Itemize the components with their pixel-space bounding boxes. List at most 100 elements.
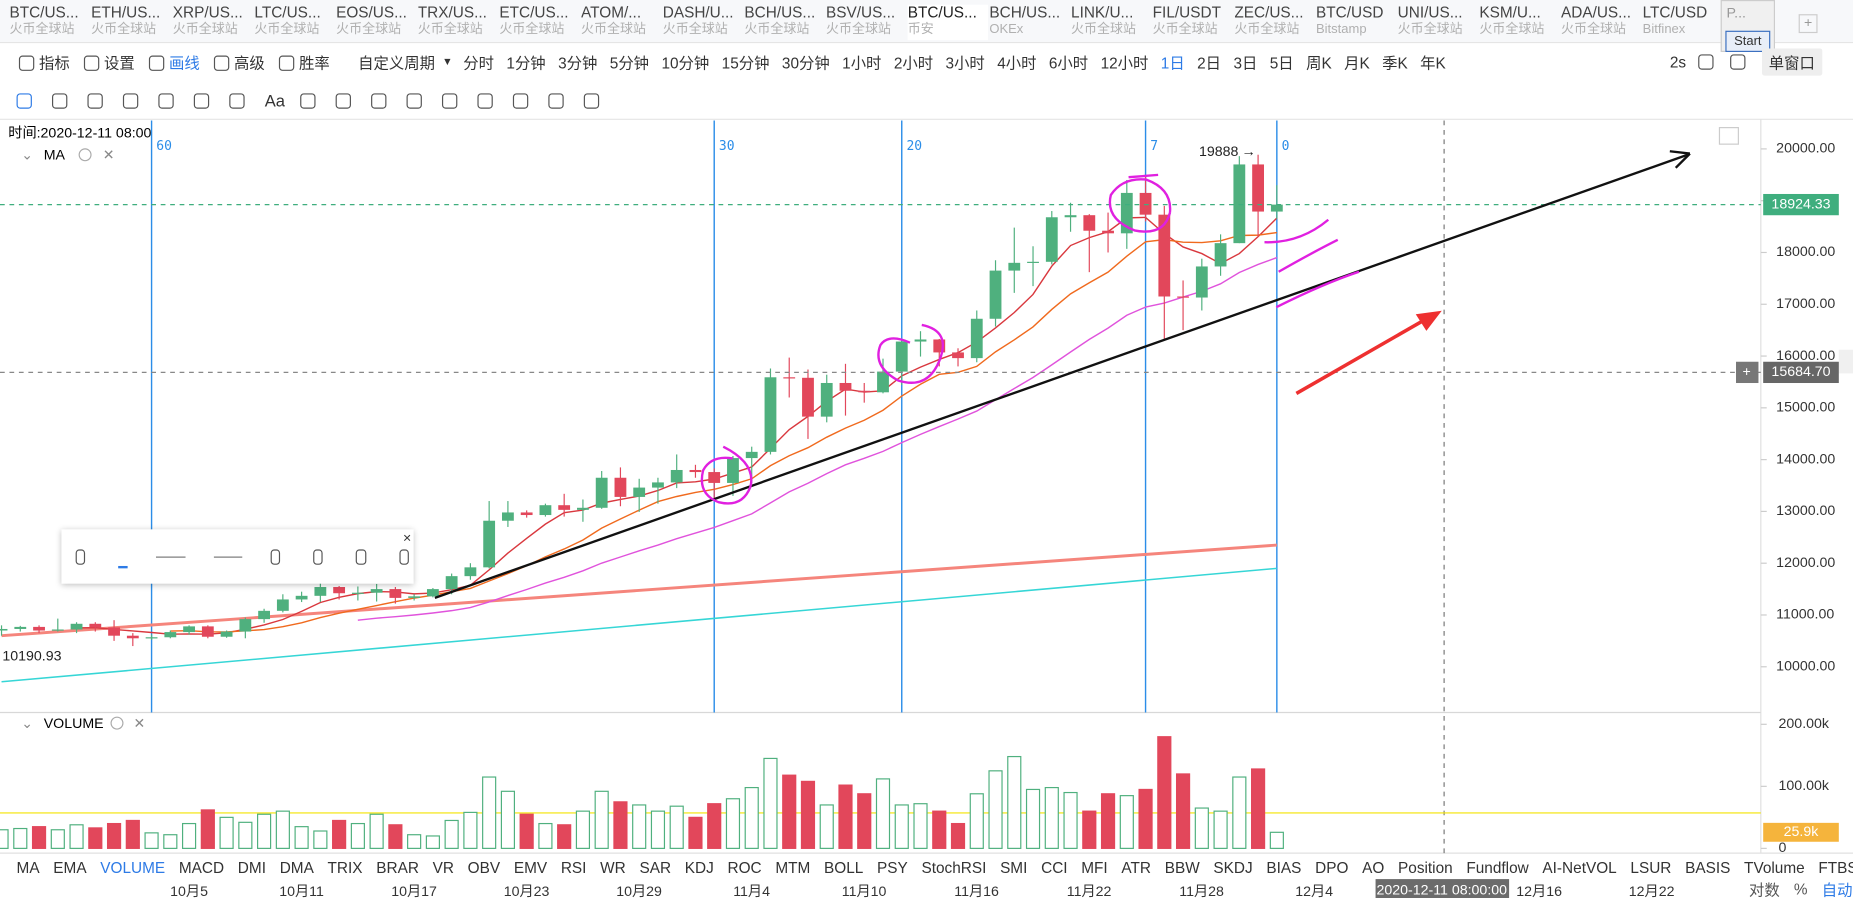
indicator-tab[interactable]: BIAS: [1266, 858, 1302, 877]
scroll-handle[interactable]: [1838, 349, 1853, 374]
toolbar-item[interactable]: 高级: [213, 50, 265, 72]
tab[interactable]: LINK/U... 火币全球站: [1071, 5, 1151, 40]
tool-icon[interactable]: [51, 92, 68, 109]
indicator-tab[interactable]: BBW: [1164, 858, 1200, 877]
period[interactable]: 4小时: [997, 53, 1037, 72]
tool-icon[interactable]: [335, 92, 352, 109]
tool-icon[interactable]: [513, 92, 529, 109]
indicator-tab[interactable]: Position: [1398, 858, 1453, 877]
tab[interactable]: BCH/US... OKEx: [989, 5, 1069, 40]
tab[interactable]: DASH/U... 火币全球站: [663, 5, 743, 40]
period[interactable]: 10分钟: [661, 53, 710, 72]
indicator-tab[interactable]: CCI: [1041, 858, 1068, 877]
settings-icon[interactable]: [78, 148, 92, 162]
collapse-icon[interactable]: ⌄: [21, 148, 33, 164]
toolbar-item[interactable]: 画线: [148, 50, 200, 72]
tool-icon[interactable]: [193, 92, 210, 109]
period[interactable]: 月K: [1344, 53, 1370, 72]
indicator-tab[interactable]: ATR: [1121, 858, 1152, 877]
tool-icon[interactable]: [16, 92, 32, 109]
period[interactable]: 3日: [1233, 53, 1258, 72]
period[interactable]: 5分钟: [609, 53, 650, 72]
tab[interactable]: FIL/USDT 火币全球站: [1153, 5, 1233, 40]
expand-icon[interactable]: [1697, 53, 1714, 70]
tab[interactable]: LTC/USD Bitfinex: [1643, 5, 1723, 40]
tab[interactable]: ADA/US... 火币全球站: [1561, 5, 1641, 40]
tool-icon[interactable]: [122, 92, 139, 109]
tab[interactable]: BTC/US... 火币全球站: [9, 5, 89, 40]
period[interactable]: 分时: [463, 53, 494, 72]
close-icon[interactable]: ✕: [134, 716, 146, 732]
collapse-icon[interactable]: ⌄: [21, 716, 33, 732]
indicator-tab[interactable]: EMV: [513, 858, 548, 877]
indicator-tab[interactable]: RSI: [560, 858, 587, 877]
tab[interactable]: ETC/US... 火币全球站: [499, 5, 579, 40]
indicator-tab[interactable]: MTM: [775, 858, 811, 877]
tab[interactable]: BSV/US... 火币全球站: [826, 5, 906, 40]
period[interactable]: 3小时: [945, 53, 985, 72]
toolbar-item[interactable]: 设置: [83, 50, 135, 72]
tool-icon[interactable]: [229, 92, 245, 109]
indicator-tab[interactable]: SKDJ: [1213, 858, 1253, 877]
period[interactable]: 5日: [1269, 53, 1294, 72]
period[interactable]: 30分钟: [781, 53, 830, 72]
tab[interactable]: BTC/US... 币安: [907, 4, 989, 41]
tab[interactable]: EOS/US... 火币全球站: [336, 5, 416, 40]
period[interactable]: 15分钟: [721, 53, 770, 72]
tab[interactable]: UNI/US... 火币全球站: [1398, 5, 1478, 40]
axis-option[interactable]: %: [1793, 879, 1808, 898]
indicator-tab[interactable]: AI-NetVOL: [1542, 858, 1617, 877]
tab[interactable]: BCH/US... 火币全球站: [744, 5, 824, 40]
indicator-tab[interactable]: TVolume: [1744, 858, 1805, 877]
tab[interactable]: ATOM/... 火币全球站: [581, 5, 661, 40]
tab[interactable]: LTC/US... 火币全球站: [254, 5, 334, 40]
settings-icon[interactable]: [110, 716, 124, 730]
tool-icon[interactable]: [477, 92, 493, 109]
window-mode[interactable]: 单窗口: [1761, 47, 1822, 76]
indicator-tab[interactable]: AO: [1362, 858, 1385, 877]
indicator-tab[interactable]: DMI: [237, 858, 266, 877]
tool-icon[interactable]: [87, 92, 103, 109]
indicator-tab[interactable]: TRIX: [327, 858, 363, 877]
axis-option[interactable]: 自动: [1821, 880, 1853, 898]
toolbar-item[interactable]: 胜率: [278, 50, 330, 72]
close-icon[interactable]: ✕: [103, 148, 115, 164]
indicator-tab[interactable]: EMA: [53, 858, 87, 877]
custom-period[interactable]: 自定义周期: [358, 53, 435, 72]
close-icon[interactable]: ×: [402, 529, 412, 546]
toolbar-item[interactable]: 指标: [18, 50, 70, 72]
indicator-tab[interactable]: MACD: [178, 858, 225, 877]
tool-icon[interactable]: [356, 548, 366, 565]
period[interactable]: 1分钟: [506, 53, 546, 72]
indicator-tab[interactable]: VOLUME: [100, 858, 166, 877]
refresh[interactable]: 2s: [1669, 52, 1687, 71]
indicator-tab[interactable]: FTBS: [1818, 858, 1853, 877]
fullscreen-icon[interactable]: [1718, 127, 1739, 145]
indicator-tab[interactable]: VR: [432, 858, 454, 877]
window-icon[interactable]: [1729, 53, 1746, 70]
indicator-tab[interactable]: StochRSI: [921, 858, 987, 877]
tool-icon[interactable]: [313, 548, 324, 565]
period[interactable]: 3分钟: [558, 53, 598, 72]
period[interactable]: 周K: [1306, 53, 1332, 72]
period[interactable]: 1日: [1160, 53, 1185, 72]
add-tab[interactable]: +: [1798, 14, 1818, 34]
indicator-tab[interactable]: SMI: [1000, 858, 1028, 877]
tool-icon[interactable]: [75, 548, 86, 565]
indicator-tab[interactable]: PSY: [877, 858, 908, 877]
line-width[interactable]: [213, 555, 242, 558]
indicator-tab[interactable]: Fundflow: [1466, 858, 1529, 877]
indicator-tab[interactable]: DMA: [279, 858, 314, 877]
tab[interactable]: ZEC/US... 火币全球站: [1234, 5, 1314, 40]
pen-icon[interactable]: ​: [118, 545, 129, 569]
tab[interactable]: XRP/US... 火币全球站: [173, 5, 253, 40]
period[interactable]: 季K: [1382, 53, 1408, 72]
indicator-tab[interactable]: DPO: [1315, 858, 1349, 877]
indicator-tab[interactable]: BASIS: [1685, 858, 1731, 877]
line-style[interactable]: [156, 555, 185, 558]
tool-icon[interactable]: [371, 92, 387, 109]
indicator-tab[interactable]: BOLL: [824, 858, 864, 877]
tab[interactable]: BTC/USD Bitstamp: [1316, 5, 1396, 40]
tool-icon[interactable]: [442, 92, 458, 109]
tab[interactable]: KSM/U... 火币全球站: [1479, 5, 1559, 40]
